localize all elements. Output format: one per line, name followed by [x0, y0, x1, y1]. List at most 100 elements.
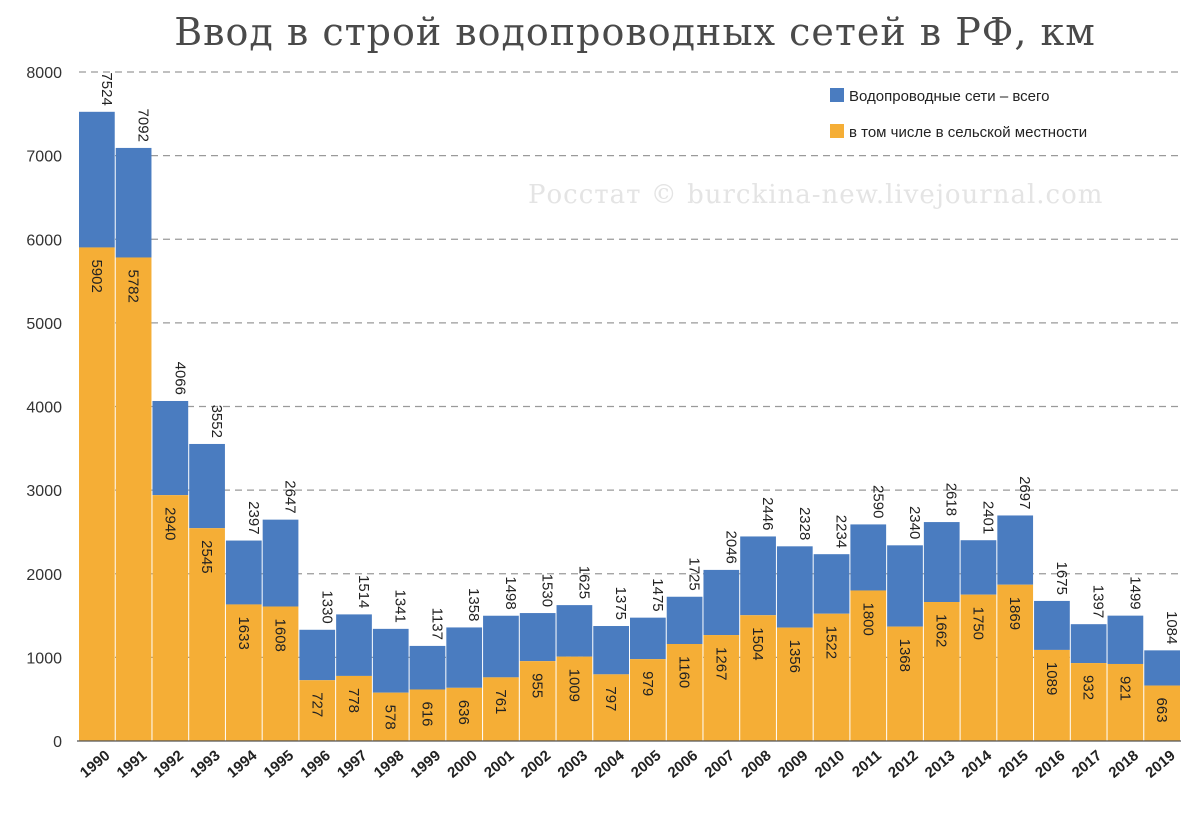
x-tick-label-1999: 1999: [408, 747, 444, 781]
legend-label-rural: в том числе в сельской местности: [849, 124, 1087, 141]
value-label-rural-2009: 1356: [786, 640, 803, 673]
value-label-total-2000: 1358: [465, 588, 482, 621]
x-tick-label-2000: 2000: [444, 747, 480, 781]
value-label-total-2017: 1397: [1090, 585, 1107, 618]
x-tick-label-2004: 2004: [591, 747, 628, 782]
bar-rural-1992: [152, 495, 189, 741]
bar-total-1991: [115, 147, 152, 258]
value-label-total-1999: 1137: [428, 608, 445, 640]
x-tick-label-2011: 2011: [849, 747, 885, 781]
bar-total-2011: [850, 524, 887, 591]
y-tick-label: 0: [53, 734, 62, 751]
bar-rural-1999: [409, 689, 446, 741]
value-label-total-2003: 1625: [575, 566, 592, 599]
value-label-total-2010: 2234: [833, 515, 850, 548]
bar-total-2006: [666, 596, 703, 644]
value-label-total-2013: 2618: [943, 483, 960, 516]
x-tick-label-2008: 2008: [738, 747, 774, 781]
y-tick-label: 2000: [26, 567, 62, 584]
value-label-rural-2001: 761: [492, 689, 509, 714]
value-label-rural-2004: 797: [602, 686, 619, 711]
value-label-rural-2003: 1009: [565, 669, 582, 702]
value-label-total-2015: 2697: [1016, 476, 1033, 509]
bar-rural-2010: [813, 613, 850, 741]
bar-total-2012: [887, 545, 923, 627]
x-tick-label-1992: 1992: [150, 747, 186, 781]
x-tick-label-2015: 2015: [995, 747, 1031, 781]
bar-total-2016: [1034, 600, 1070, 650]
bar-total-1993: [189, 443, 225, 529]
bar-rural-1995: [262, 606, 299, 741]
x-tick-label-2010: 2010: [812, 747, 848, 781]
bar-total-1994: [225, 540, 262, 605]
bar-total-2001: [483, 615, 519, 678]
y-tick-label: 4000: [26, 400, 62, 417]
y-tick-label: 3000: [26, 483, 62, 500]
x-tick-label-2013: 2013: [922, 747, 958, 781]
bar-total-2002: [519, 613, 556, 662]
value-label-total-1995: 2647: [282, 480, 299, 513]
value-label-rural-1996: 727: [308, 692, 325, 717]
labels-layer: 7524 5902 7092 5782 4066 2940 3552 2545 2397 1633…: [88, 72, 1180, 729]
bar-rural-2006: [666, 643, 703, 741]
value-label-total-1994: 2397: [245, 501, 262, 534]
bar-total-2010: [813, 554, 850, 614]
bar-rural-2007: [703, 635, 740, 741]
bar-rural-2009: [776, 627, 813, 741]
value-label-rural-1998: 578: [382, 705, 399, 730]
y-tick-label: 6000: [26, 232, 62, 249]
value-label-total-1998: 1341: [392, 589, 409, 622]
x-tick-label-2018: 2018: [1105, 747, 1141, 781]
value-label-total-2012: 2340: [906, 506, 923, 539]
bar-rural-1990: [79, 247, 115, 741]
value-label-rural-2015: 1869: [1006, 597, 1023, 630]
value-label-rural-2008: 1504: [749, 627, 766, 660]
chart-title: Ввод в строй водопроводных сетей в РФ, к…: [174, 10, 1096, 54]
value-label-rural-2000: 636: [455, 700, 472, 725]
x-tick-label-2003: 2003: [554, 747, 590, 781]
y-tick-label: 5000: [26, 316, 62, 333]
value-label-rural-2012: 1368: [896, 639, 913, 672]
bar-total-2014: [960, 540, 997, 595]
y-tick-label: 1000: [26, 650, 62, 667]
bar-total-2009: [776, 546, 813, 628]
x-tick-label-1997: 1997: [334, 747, 370, 781]
x-tick-label-2005: 2005: [628, 747, 664, 781]
bar-total-2003: [556, 605, 593, 657]
x-tick-label-2016: 2016: [1032, 747, 1068, 781]
bar-rural-2013: [923, 602, 960, 741]
y-tick-label: 7000: [26, 149, 62, 166]
value-label-rural-2011: 1800: [859, 602, 876, 635]
value-label-rural-2007: 1267: [712, 647, 729, 680]
value-label-total-1991: 7092: [135, 109, 152, 142]
bar-rural-1994: [225, 604, 262, 741]
bars-layer: [79, 111, 1180, 741]
bar-total-2015: [997, 515, 1034, 585]
bar-rural-1997: [336, 675, 372, 741]
value-label-rural-2006: 1160: [676, 656, 693, 688]
bar-rural-2008: [740, 615, 776, 741]
value-label-total-2002: 1530: [539, 574, 556, 607]
x-tick-label-1995: 1995: [261, 747, 297, 781]
bar-total-2007: [703, 569, 740, 636]
bar-rural-2001: [483, 677, 519, 741]
x-tick-label-2006: 2006: [665, 747, 701, 781]
x-tick-label-2017: 2017: [1069, 747, 1105, 781]
value-label-total-2011: 2590: [869, 485, 886, 518]
bar-rural-2017: [1070, 663, 1107, 741]
value-label-rural-1995: 1608: [272, 619, 289, 652]
bar-rural-1993: [189, 528, 225, 741]
bar-rural-2005: [630, 659, 666, 741]
x-tick-label-1990: 1990: [77, 747, 113, 781]
value-label-rural-2018: 921: [1116, 676, 1133, 701]
bar-total-2005: [630, 617, 666, 660]
legend: Водопроводные сети – всего в том числе в…: [830, 88, 1087, 141]
value-label-rural-2016: 1089: [1043, 662, 1060, 695]
value-label-total-2018: 1499: [1126, 576, 1143, 609]
bar-rural-1991: [115, 257, 152, 741]
bar-rural-2000: [446, 687, 483, 741]
value-label-rural-1997: 778: [345, 688, 362, 713]
value-label-total-1992: 4066: [171, 362, 188, 395]
